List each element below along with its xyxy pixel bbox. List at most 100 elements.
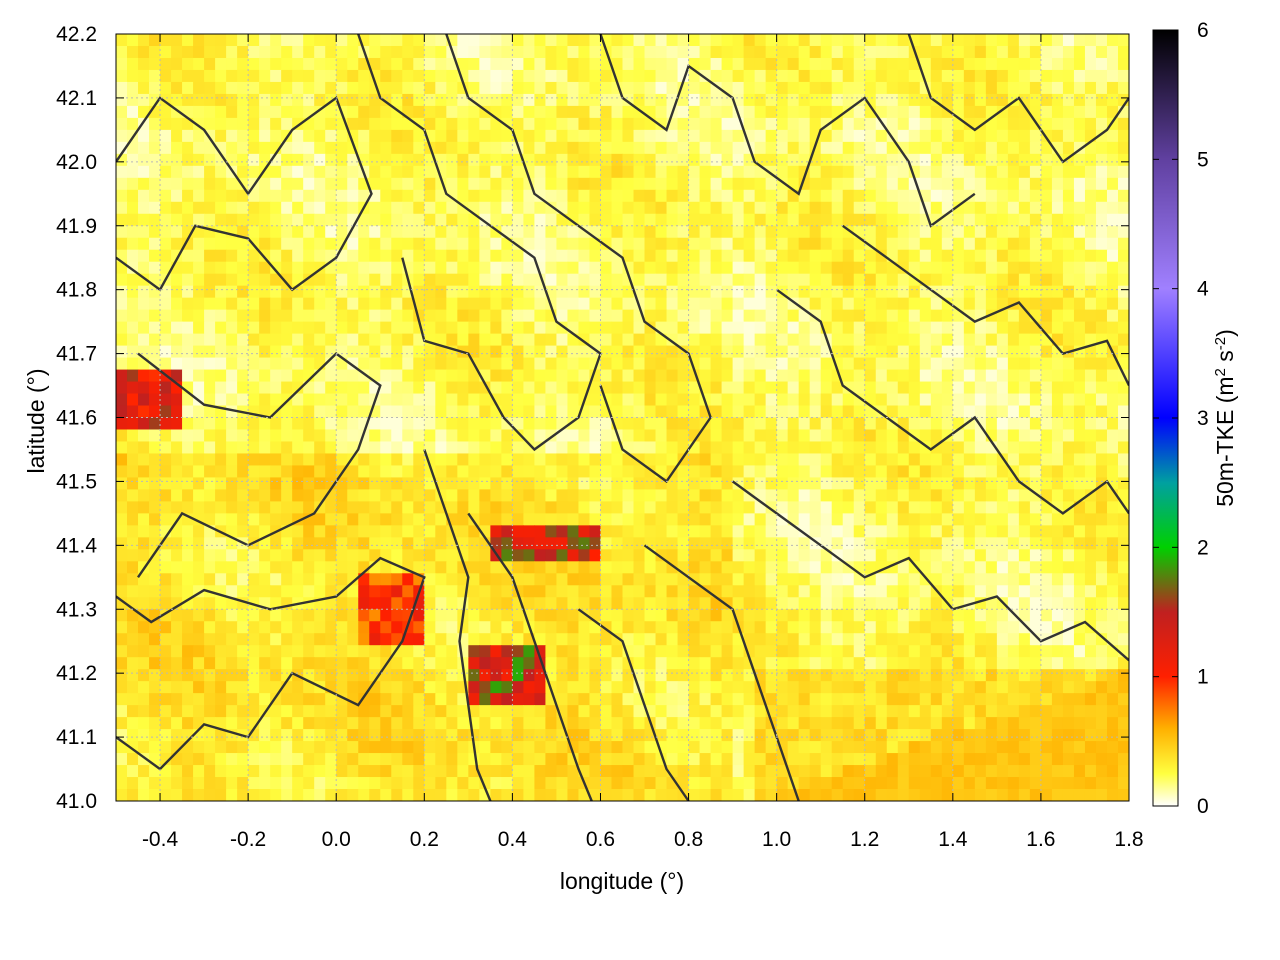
tke-cell — [490, 513, 502, 526]
tke-cell — [237, 141, 249, 155]
tke-cell — [116, 381, 128, 395]
tke-cell — [160, 201, 172, 215]
tke-cell — [941, 153, 954, 167]
tke-cell — [1051, 597, 1064, 610]
tke-cell — [1040, 285, 1053, 299]
tke-cell — [765, 441, 778, 455]
tke-cell — [897, 309, 910, 323]
tke-cell — [721, 225, 734, 239]
tke-cell — [600, 669, 613, 682]
tke-cell — [325, 417, 337, 431]
tke-cell — [853, 369, 866, 383]
tke-cell — [182, 81, 194, 95]
tke-cell — [699, 225, 712, 239]
tke-cell — [644, 57, 657, 71]
tke-cell — [644, 117, 657, 131]
tke-cell — [1018, 393, 1031, 407]
tke-cell — [710, 369, 723, 383]
tke-cell — [149, 501, 161, 514]
tke-cell — [699, 129, 712, 143]
tke-cell — [919, 213, 932, 227]
tke-cell — [457, 525, 469, 538]
tke-cell — [1117, 225, 1129, 239]
tke-cell — [303, 441, 315, 455]
tke-cell — [655, 537, 668, 550]
tke-cell — [215, 501, 227, 514]
tke-cell — [402, 465, 414, 479]
tke-cell — [622, 81, 635, 95]
tke-cell — [1117, 261, 1129, 275]
tke-cell — [567, 489, 580, 502]
tke-cell — [754, 453, 767, 467]
tke-cell — [985, 105, 998, 119]
tke-cell — [765, 369, 778, 383]
tke-cell — [391, 609, 403, 622]
tke-cell — [534, 357, 547, 371]
tke-cell — [743, 261, 756, 275]
tke-cell — [776, 129, 789, 143]
tke-cell — [589, 441, 602, 455]
tke-cell — [589, 405, 602, 419]
tke-cell — [1117, 669, 1129, 682]
tke-cell — [281, 465, 293, 479]
tke-cell — [644, 153, 657, 167]
tke-cell — [336, 177, 348, 191]
tke-cell — [369, 165, 381, 179]
tke-cell — [501, 321, 513, 335]
tke-cell — [985, 189, 998, 203]
tke-cell — [270, 93, 282, 107]
tke-cell — [457, 597, 469, 610]
tke-cell — [1040, 465, 1053, 479]
tke-cell — [116, 405, 128, 419]
tke-cell — [556, 393, 569, 407]
tke-cell — [380, 273, 392, 287]
tke-cell — [204, 201, 216, 215]
tke-cell — [578, 261, 591, 275]
tke-cell — [677, 105, 690, 119]
tke-cell — [545, 189, 558, 203]
tke-cell — [710, 549, 723, 562]
tke-cell — [831, 357, 844, 371]
tke-cell — [116, 201, 128, 215]
tke-cell — [1084, 573, 1097, 586]
tke-cell — [820, 45, 833, 59]
tke-cell — [655, 249, 668, 263]
tke-cell — [908, 297, 921, 311]
tke-cell — [270, 153, 282, 167]
tke-cell — [710, 261, 723, 275]
tke-cell — [721, 237, 734, 251]
tke-cell — [699, 573, 712, 586]
tke-cell — [1029, 153, 1042, 167]
tke-cell — [556, 657, 569, 670]
tke-cell — [534, 417, 547, 431]
tke-cell — [435, 45, 447, 59]
tke-cell — [864, 309, 877, 323]
tke-cell — [842, 645, 855, 658]
tke-cell — [1018, 117, 1031, 131]
tke-cell — [534, 597, 547, 610]
tke-cell — [567, 213, 580, 227]
tke-cell — [622, 537, 635, 550]
tke-cell — [402, 333, 414, 347]
tke-cell — [446, 669, 458, 682]
tke-cell — [545, 597, 558, 610]
tke-cell — [204, 645, 216, 658]
tke-cell — [490, 45, 502, 59]
tke-cell — [952, 369, 965, 383]
tke-cell — [985, 81, 998, 95]
tke-cell — [303, 453, 315, 467]
tke-cell — [776, 34, 789, 47]
tke-cell — [391, 321, 403, 335]
tke-cell — [303, 477, 315, 491]
tke-cell — [919, 297, 932, 311]
tke-cell — [831, 69, 844, 83]
tke-cell — [787, 45, 800, 59]
tke-cell — [941, 345, 954, 359]
tke-cell — [1040, 345, 1053, 359]
tke-cell — [512, 465, 525, 479]
tke-cell — [886, 333, 899, 347]
tke-cell — [391, 249, 403, 263]
tke-cell — [193, 357, 205, 371]
tke-cell — [952, 201, 965, 215]
tke-cell — [1051, 501, 1064, 514]
